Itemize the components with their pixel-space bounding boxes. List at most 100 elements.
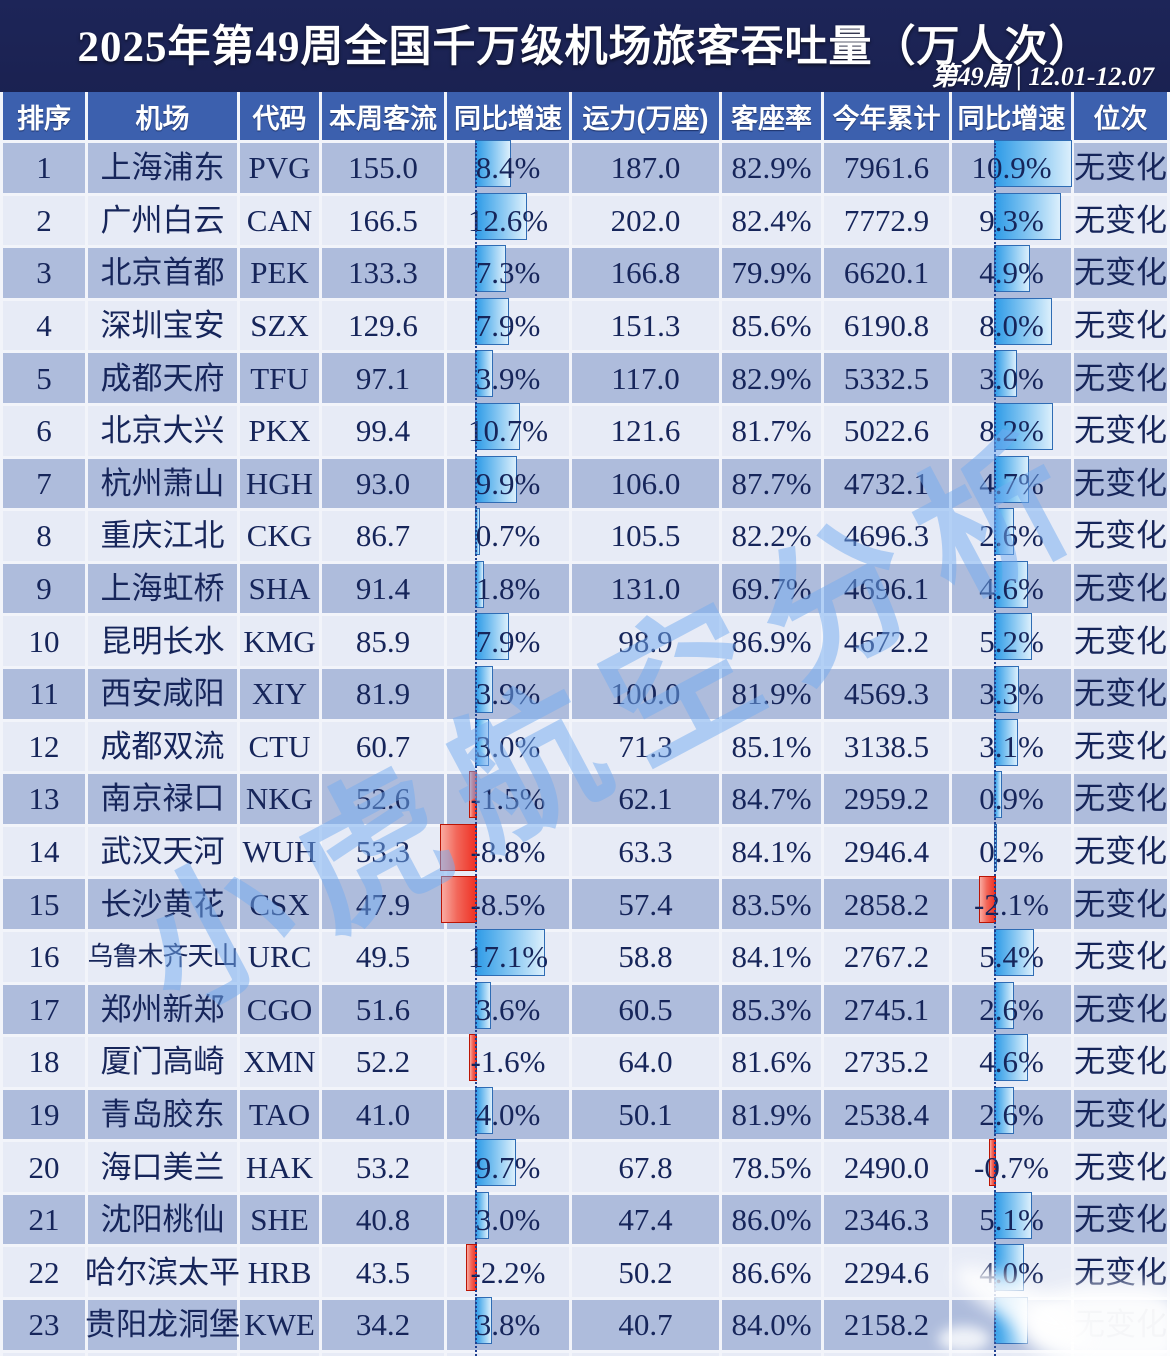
cell-rank-change-value: 无变化: [1074, 1044, 1167, 1080]
cell-rank-change: 无变化: [1074, 1037, 1167, 1087]
table-row: 8 重庆江北 CKG 86.7 0.7% 105.5 82.2% 4696.3 2.6% 无变化: [3, 508, 1167, 561]
cell-rank-change-value: 无变化: [1074, 308, 1167, 344]
cell-week-yoy: 8.4%: [447, 143, 569, 193]
cell-rank-value: 10: [28, 623, 60, 659]
cell-capacity: 131.0: [572, 563, 719, 614]
cell-code: URC: [240, 931, 319, 982]
cell-ytd-total-value: 2158.2: [843, 1307, 930, 1343]
cell-week-pax: 93.0: [322, 458, 444, 509]
cell-airport-value: 杭州萧山: [100, 465, 225, 501]
cell-code: PKX: [240, 405, 319, 456]
cell-rank-value: 5: [36, 360, 52, 396]
cell-week-yoy-value: 10.7%: [467, 413, 549, 449]
cell-capacity-value: 121.6: [610, 413, 681, 449]
cell-ytd-total: 2490.0: [824, 1142, 949, 1192]
cell-code: WUH: [240, 826, 319, 877]
cell-rank-change-value: 无变化: [1074, 571, 1167, 607]
cell-ytd-total: 2346.3: [824, 1194, 949, 1245]
cell-ytd-yoy: 0.2%: [952, 826, 1071, 877]
cell-week-yoy-value: 1.8%: [475, 571, 541, 607]
table-row: 2 广州白云 CAN 166.5 12.6% 202.0 82.4% 7772.9 9.3% 无变…: [3, 192, 1167, 246]
cell-load-factor: 86.6%: [722, 1247, 821, 1298]
cell-capacity: 98.9: [572, 616, 719, 666]
cell-load-factor: 85.6%: [722, 300, 821, 351]
cell-rank-value: 22: [28, 1254, 60, 1290]
week-yoy-bar: [475, 1139, 516, 1187]
cell-ytd-yoy: 3.3%: [952, 668, 1071, 719]
cell-ytd-yoy: 2.6%: [952, 984, 1071, 1035]
cell-rank: 8: [3, 511, 85, 561]
cell-airport: 海口美兰: [88, 1142, 237, 1192]
cell-airport-value: 海口美兰: [100, 1149, 225, 1185]
cell-ytd-yoy: 4.7%: [952, 458, 1071, 509]
cell-ytd-total-value: 7961.6: [843, 150, 930, 186]
cell-code: CKG: [240, 511, 319, 561]
cell-airport-value: 南京禄口: [100, 781, 225, 817]
cell-capacity-value: 47.4: [618, 1202, 673, 1238]
cell-week-pax-value: 81.9: [355, 676, 411, 712]
cell-capacity: 64.0: [572, 1037, 719, 1087]
column-header-7: 今年累计: [824, 92, 949, 140]
cell-ytd-total-value: 4672.2: [843, 623, 930, 659]
cell-load-factor-value: 87.7%: [731, 465, 812, 501]
cell-rank-change: 无变化: [1074, 616, 1167, 666]
cell-week-yoy-value: 7.9%: [475, 623, 541, 659]
week-yoy-bar: [475, 455, 517, 503]
ytd-yoy-zero-axis-line: [994, 143, 996, 1356]
cell-rank: 3: [3, 248, 85, 298]
cell-rank: [3, 1352, 85, 1356]
cell-ytd-yoy-value: 0.2%: [979, 834, 1044, 870]
cell-load-factor-value: 86.9%: [731, 623, 812, 659]
cell-airport-value: 长沙黄花: [100, 886, 225, 922]
cell-rank-change-value: 无变化: [1074, 1202, 1167, 1238]
cell-capacity: 63.3: [572, 826, 719, 877]
cell-load-factor-value: 82.9%: [731, 150, 812, 186]
cell-capacity: 47.4: [572, 1194, 719, 1245]
cell-week-pax-value: 60.7: [355, 728, 411, 764]
cell-rank-change-value: 无变化: [1074, 886, 1167, 922]
cell-code-value: KWE: [244, 1307, 315, 1343]
cell-load-factor: 86.9%: [722, 616, 821, 666]
cell-rank-change: 无变化: [1074, 458, 1167, 509]
cell-ytd-yoy-value: 5.1%: [979, 1202, 1044, 1238]
cell-code-value: XIY: [251, 676, 308, 712]
cell-ytd-total-value: 6620.1: [843, 255, 930, 291]
cell-week-pax: 133.3: [322, 248, 444, 298]
cell-capacity-value: 40.7: [618, 1307, 673, 1343]
cell-week-pax: 85.9: [322, 616, 444, 666]
cell-week-yoy: 3.0%: [447, 1194, 569, 1245]
cell-airport: 北京大兴: [88, 405, 237, 456]
cell-load-factor: 82.2%: [722, 511, 821, 561]
cell-ytd-total: 2858.2: [824, 879, 949, 929]
table-row: 23 贵阳龙洞堡 KWE 34.2 3.8% 40.7 84.0% 2158.2 无变化: [3, 1297, 1167, 1350]
cell-capacity: 62.1: [572, 774, 719, 824]
cell-code: HRB: [240, 1247, 319, 1298]
cell-capacity-value: 131.0: [610, 571, 681, 607]
cell-ytd-total: 4696.3: [824, 511, 949, 561]
cell-rank-change: 无变化: [1074, 1300, 1167, 1350]
cell-week-pax-value: 40.8: [355, 1202, 411, 1238]
cell-ytd-total: 2959.2: [824, 774, 949, 824]
cell-ytd-yoy-value: 4.7%: [979, 465, 1044, 501]
cell-airport-value: 成都天府: [100, 360, 225, 396]
cell-capacity-value: 166.8: [610, 255, 681, 291]
cell-code: KWE: [240, 1300, 319, 1350]
cell-capacity-value: 64.0: [618, 1044, 673, 1080]
cell-rank: 12: [3, 721, 85, 772]
cell-load-factor-value: 84.1%: [731, 939, 812, 975]
cell-load-factor: 81.7%: [722, 405, 821, 456]
cell-capacity: 67.8: [572, 1142, 719, 1192]
cell-rank-change-value: 无变化: [1074, 728, 1167, 764]
cell-week-pax: 43.5: [322, 1247, 444, 1298]
table-row: 11 西安咸阳 XIY 81.9 3.9% 100.0 81.9% 4569.3 3.3% 无变化: [3, 665, 1167, 719]
table-row: 1 上海浦东 PVG 155.0 8.4% 187.0 82.9% 7961.6 10.9% 无变…: [3, 140, 1167, 193]
cell-code-value: CAN: [246, 202, 313, 238]
cell-capacity-value: 202.0: [610, 202, 681, 238]
cell-capacity: 50.2: [572, 1247, 719, 1298]
table-row: 21 沈阳桃仙 SHE 40.8 3.0% 47.4 86.0% 2346.3 5.1% 无变化: [3, 1191, 1167, 1245]
cell-load-factor-value: 79.9%: [731, 255, 812, 291]
cell-rank: 1: [3, 143, 85, 193]
cell-ytd-total: 5332.5: [824, 353, 949, 403]
cell-airport-value: 哈尔滨太平: [85, 1254, 240, 1290]
cell-ytd-total-value: 6190.8: [843, 308, 930, 344]
